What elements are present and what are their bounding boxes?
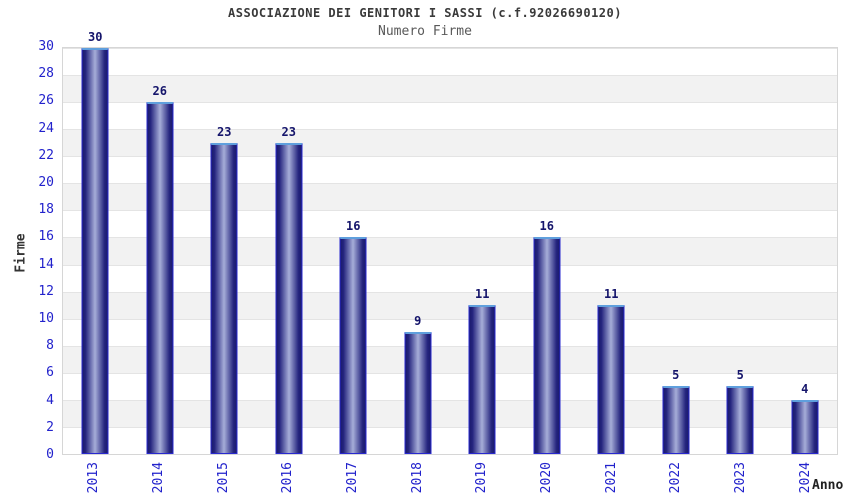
- bar-value-label: 23: [281, 124, 296, 139]
- y-tick-label: 10: [38, 310, 54, 326]
- bar-value-label: 30: [88, 30, 103, 44]
- bar-2019: [468, 305, 496, 454]
- chart-subtitle: Numero Firme: [378, 24, 472, 39]
- grid-band: [63, 372, 837, 400]
- grid-band: [63, 210, 837, 238]
- x-tick-label: 2015: [215, 462, 231, 494]
- x-tick-label: 2019: [474, 462, 490, 494]
- bar-value-label: 23: [217, 124, 232, 139]
- grid-band: [63, 156, 837, 184]
- x-tick-label: 2022: [668, 462, 684, 494]
- grid-band: [63, 48, 837, 76]
- bar-2015: [210, 142, 238, 454]
- y-tick-label: 28: [38, 66, 54, 82]
- bar-2023: [726, 386, 754, 454]
- bar-2013: [81, 48, 109, 454]
- y-tick-label: 6: [46, 365, 54, 381]
- grid-band: [63, 345, 837, 373]
- x-tick-label: 2020: [539, 462, 554, 494]
- y-tick-label: 18: [38, 202, 54, 218]
- chart-title: ASSOCIAZIONE DEI GENITORI I SASSI (c.f.9…: [228, 6, 622, 20]
- y-tick-label: 30: [38, 39, 54, 54]
- bar-value-label: 16: [346, 219, 361, 234]
- grid-band: [63, 291, 837, 319]
- bar-value-label: 9: [414, 314, 422, 329]
- bar-value-label: 26: [152, 84, 167, 99]
- y-tick-label: 12: [38, 283, 54, 299]
- bar-2024: [791, 399, 819, 454]
- plot-area: 30 26 23 23 16 9 11 16 11 5 5 4: [62, 30, 838, 455]
- x-tick-label: 2021: [603, 462, 619, 494]
- x-tick-label: 2014: [151, 462, 166, 494]
- y-tick-label: 2: [46, 419, 54, 435]
- x-tick-label: 2018: [409, 462, 425, 494]
- y-tick-label: 8: [46, 338, 54, 354]
- bar-value-label: 4: [801, 381, 809, 396]
- grid-band: [63, 129, 837, 157]
- grid-band: [63, 102, 837, 130]
- bar-2021: [597, 305, 625, 454]
- x-axis-title: Anno: [812, 478, 844, 493]
- grid-band: [63, 399, 837, 427]
- y-tick-label: 4: [46, 392, 54, 408]
- x-axis: 2013 2014 2015 2016 2017 2018 2019 2020 2021 2022…: [62, 462, 838, 500]
- grid-band: [63, 75, 837, 103]
- grid-band: [63, 183, 837, 211]
- x-tick-label: 2016: [280, 462, 296, 494]
- y-tick-label: 24: [38, 120, 54, 136]
- y-tick-label: 26: [38, 93, 54, 109]
- y-axis: 0 2 4 6 8 10 12 14 16 18 20 22 24 26 28 30: [0, 39, 56, 462]
- bar-2022: [662, 386, 690, 454]
- y-tick-label: 0: [46, 447, 54, 462]
- bar-2020: [533, 237, 561, 454]
- x-tick-label: 2017: [345, 462, 360, 494]
- bar-2018: [404, 332, 432, 454]
- grid-band: [63, 426, 837, 454]
- bar-value-label: 5: [736, 368, 744, 383]
- x-tick-label: 2013: [86, 462, 102, 494]
- bar-2016: [275, 142, 303, 454]
- y-tick-label: 14: [38, 256, 54, 272]
- x-tick-label: 2023: [733, 462, 748, 494]
- y-tick-label: 20: [38, 174, 54, 190]
- bar-value-label: 5: [672, 368, 680, 383]
- bar-value-label: 11: [475, 287, 490, 302]
- y-tick-label: 16: [38, 229, 54, 245]
- grid-band: [63, 318, 837, 346]
- bar-value-label: 11: [604, 287, 619, 302]
- bar-value-label: 16: [539, 219, 554, 234]
- grid-band: [63, 264, 837, 292]
- grid-band: [63, 237, 837, 265]
- bar-2017: [339, 237, 367, 454]
- y-tick-label: 22: [38, 147, 54, 163]
- bar-2014: [146, 102, 174, 454]
